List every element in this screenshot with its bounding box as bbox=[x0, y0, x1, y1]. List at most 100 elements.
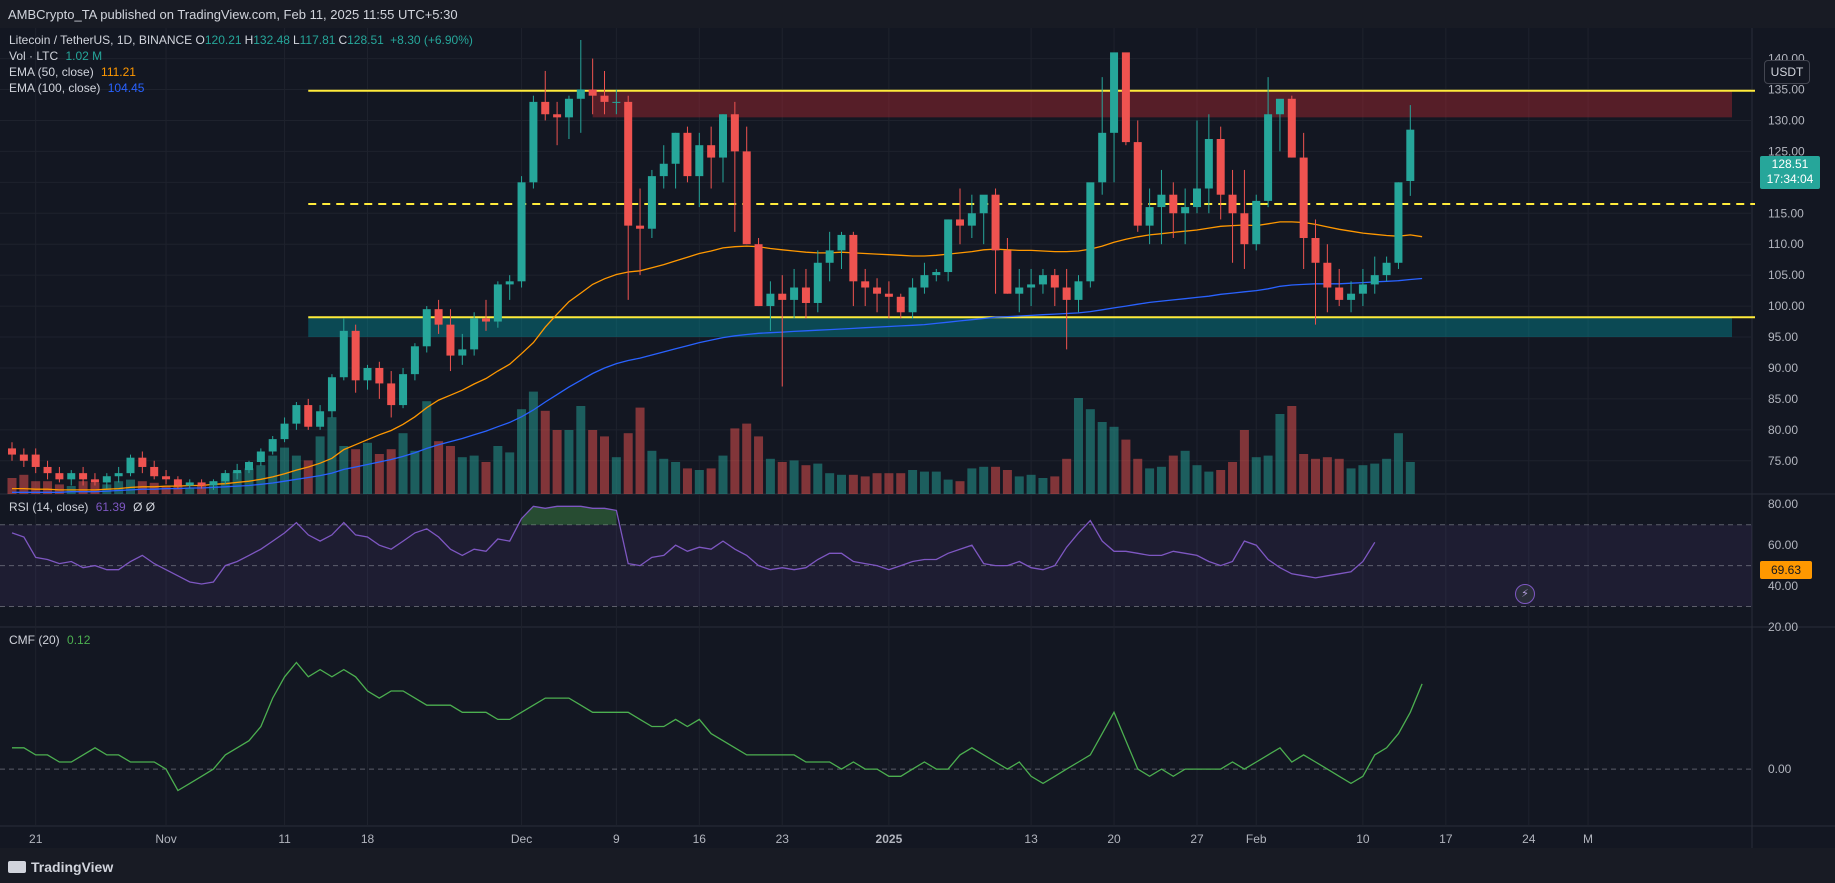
candle-body bbox=[1098, 132, 1107, 183]
candle-body bbox=[636, 225, 645, 229]
candle-body bbox=[1193, 188, 1201, 208]
volume-bar bbox=[469, 455, 479, 494]
symbol-legend[interactable]: Litecoin / TetherUS, 1D, BINANCE O120.21… bbox=[9, 33, 476, 47]
candle-body bbox=[1252, 200, 1261, 245]
candle-body bbox=[363, 367, 372, 381]
candle-body bbox=[1074, 281, 1083, 300]
ema50-legend[interactable]: EMA (50, close) 111.21 bbox=[9, 65, 136, 79]
candle-body bbox=[766, 293, 775, 307]
candle-body bbox=[292, 405, 301, 424]
candle-body bbox=[150, 466, 159, 477]
volume-legend[interactable]: Vol · LTC 1.02 M bbox=[9, 49, 102, 63]
time-tick-label: 18 bbox=[361, 832, 375, 846]
candle-body bbox=[114, 473, 123, 477]
volume-bar bbox=[90, 482, 100, 494]
volume-bar bbox=[919, 471, 929, 494]
volume-bar bbox=[185, 487, 195, 494]
candle-body bbox=[884, 293, 893, 297]
candle-body bbox=[1311, 238, 1320, 263]
lightning-icon[interactable]: ⚡ bbox=[1515, 584, 1535, 604]
ohlc-values: O120.21 H132.48 L117.81 C128.51 bbox=[196, 33, 387, 47]
price-tick-label: 95.00 bbox=[1768, 330, 1798, 344]
volume-bar bbox=[327, 417, 337, 494]
volume-bar bbox=[1133, 458, 1143, 494]
candle-body bbox=[1133, 142, 1142, 226]
candle-body bbox=[1335, 287, 1344, 300]
candle-body bbox=[1027, 284, 1036, 288]
ema50-label: EMA (50, close) bbox=[9, 65, 94, 79]
time-tick-label: 17 bbox=[1439, 832, 1453, 846]
time-tick-label: 20 bbox=[1107, 832, 1121, 846]
candle-body bbox=[280, 423, 289, 440]
volume-bar bbox=[208, 486, 218, 494]
rsi-line bbox=[11, 505, 1376, 585]
candle-body bbox=[683, 132, 692, 177]
candle-body bbox=[564, 98, 573, 118]
rsi-tick-label: 20.00 bbox=[1768, 620, 1798, 634]
cmf-tick-label: 0.00 bbox=[1768, 762, 1792, 776]
candle-body bbox=[695, 145, 704, 177]
volume-bar bbox=[765, 458, 775, 494]
time-tick-label: 10 bbox=[1356, 832, 1370, 846]
candle-body bbox=[434, 309, 443, 325]
candle-body bbox=[801, 287, 810, 303]
cmf-legend[interactable]: CMF (20) 0.12 bbox=[9, 633, 90, 647]
candle-body bbox=[1204, 139, 1213, 189]
support-zone bbox=[308, 317, 1732, 338]
candle-body bbox=[1216, 139, 1225, 195]
last-price: 128.51 bbox=[1771, 157, 1809, 171]
time-tick-label: 2025 bbox=[876, 832, 903, 846]
candle-body bbox=[671, 132, 680, 164]
volume-bar bbox=[659, 458, 669, 494]
candle-body bbox=[138, 457, 147, 467]
candle-body bbox=[1323, 262, 1332, 288]
volume-bar bbox=[979, 466, 989, 494]
candle-body bbox=[351, 330, 360, 381]
ohlc-value: 120.21 bbox=[204, 33, 242, 47]
candle-body bbox=[67, 473, 76, 480]
scale-value-tag: 69.63 bbox=[1760, 561, 1812, 579]
price-change: +8.30 (+6.90%) bbox=[390, 33, 473, 47]
candle-body bbox=[422, 309, 431, 347]
volume-bar bbox=[517, 409, 527, 494]
volume-bar bbox=[1334, 458, 1344, 494]
volume-bar bbox=[398, 433, 408, 494]
volume-bar bbox=[848, 474, 858, 494]
chart-frame[interactable]: 140.00135.00130.00125.00120.00115.00110.… bbox=[0, 28, 1835, 848]
volume-bar bbox=[1251, 457, 1261, 494]
ema50-value: 111.21 bbox=[101, 65, 136, 79]
chart-canvas[interactable]: 140.00135.00130.00125.00120.00115.00110.… bbox=[0, 28, 1835, 848]
time-tick-label: Feb bbox=[1246, 832, 1267, 846]
candle-body bbox=[162, 476, 171, 480]
candle-body bbox=[861, 281, 870, 288]
candle-body bbox=[849, 234, 858, 282]
volume-bar bbox=[540, 410, 550, 494]
price-tick-label: 125.00 bbox=[1768, 144, 1805, 158]
candle-body bbox=[896, 296, 905, 313]
volume-bar bbox=[1204, 471, 1214, 494]
volume-bar bbox=[197, 486, 207, 494]
candle-body bbox=[55, 473, 64, 480]
time-tick-label: Dec bbox=[511, 832, 532, 846]
candle-body bbox=[1121, 52, 1130, 143]
currency-button[interactable]: USDT bbox=[1764, 60, 1810, 84]
candle-body bbox=[268, 439, 277, 452]
price-tick-label: 135.00 bbox=[1768, 83, 1805, 97]
ohlc-value: 132.48 bbox=[253, 33, 290, 47]
volume-bar bbox=[860, 476, 870, 494]
volume-bar bbox=[647, 450, 657, 494]
volume-bar bbox=[1097, 422, 1107, 494]
volume-bar bbox=[1109, 426, 1119, 494]
candle-body bbox=[43, 466, 52, 474]
tradingview-logo[interactable]: TradingView bbox=[8, 859, 113, 875]
candle-body bbox=[446, 324, 455, 356]
candle-body bbox=[1050, 275, 1059, 288]
candle-body bbox=[1275, 98, 1284, 115]
rsi-legend[interactable]: RSI (14, close) 61.39 Ø Ø bbox=[9, 500, 155, 514]
candle-body bbox=[221, 473, 230, 482]
ema100-legend[interactable]: EMA (100, close) 104.45 bbox=[9, 81, 144, 95]
rsi-label: RSI (14, close) bbox=[9, 500, 89, 514]
rsi-tick-label: 40.00 bbox=[1768, 579, 1798, 593]
candle-body bbox=[79, 473, 88, 480]
candle-body bbox=[1169, 194, 1178, 214]
